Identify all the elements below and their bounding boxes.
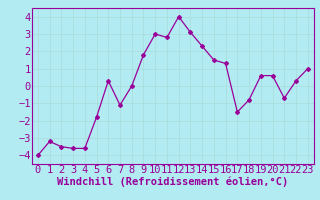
- X-axis label: Windchill (Refroidissement éolien,°C): Windchill (Refroidissement éolien,°C): [57, 177, 288, 187]
